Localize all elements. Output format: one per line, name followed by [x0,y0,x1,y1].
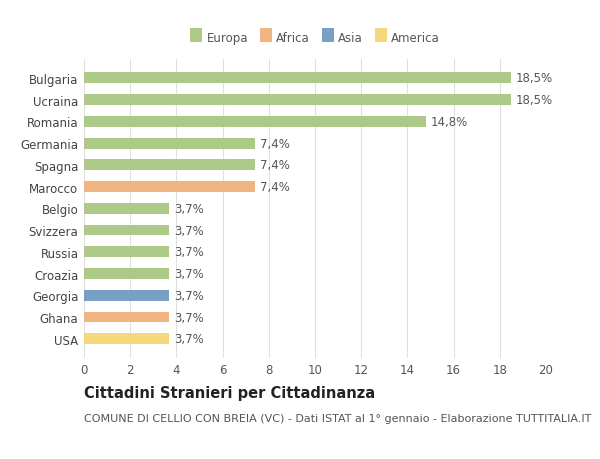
Bar [84,312,169,323]
Text: 14,8%: 14,8% [431,116,468,129]
Text: 18,5%: 18,5% [516,94,553,107]
Bar [84,160,255,171]
Bar [84,203,169,214]
Bar [84,138,255,149]
Text: 3,7%: 3,7% [174,311,204,324]
Bar [84,225,169,236]
Bar [84,334,169,344]
Legend: Europa, Africa, Asia, America: Europa, Africa, Asia, America [185,27,445,49]
Text: 3,7%: 3,7% [174,268,204,280]
Text: 18,5%: 18,5% [516,72,553,85]
Text: 7,4%: 7,4% [260,137,289,150]
Text: 3,7%: 3,7% [174,202,204,215]
Bar [84,73,511,84]
Bar [84,247,169,257]
Text: Cittadini Stranieri per Cittadinanza: Cittadini Stranieri per Cittadinanza [84,386,375,401]
Bar [84,95,511,106]
Text: 7,4%: 7,4% [260,159,289,172]
Bar [84,182,255,193]
Text: COMUNE DI CELLIO CON BREIA (VC) - Dati ISTAT al 1° gennaio - Elaborazione TUTTIT: COMUNE DI CELLIO CON BREIA (VC) - Dati I… [84,413,592,423]
Bar [84,269,169,280]
Bar [84,290,169,301]
Text: 3,7%: 3,7% [174,246,204,259]
Text: 3,7%: 3,7% [174,333,204,346]
Bar [84,117,426,128]
Text: 7,4%: 7,4% [260,181,289,194]
Text: 3,7%: 3,7% [174,224,204,237]
Text: 3,7%: 3,7% [174,289,204,302]
